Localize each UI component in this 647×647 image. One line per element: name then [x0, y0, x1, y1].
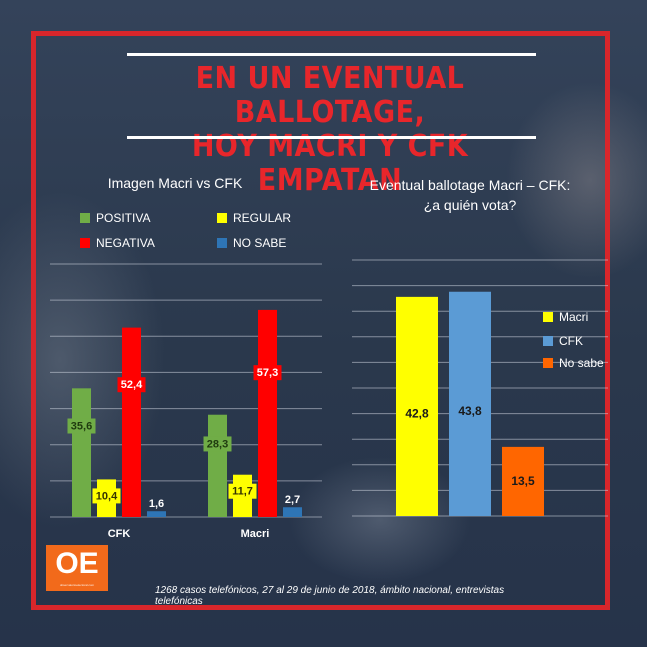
legend-no-sabe-swatch: [217, 238, 227, 248]
left-data-label-bg: [117, 377, 146, 393]
legend-negativa: NEGATIVA: [80, 236, 155, 250]
title-line-2: HOY MACRI Y CFK EMPATAN: [191, 129, 469, 198]
title-rule-top: [127, 53, 536, 56]
oe-logo: OE observatorioelectoral.com: [46, 545, 108, 591]
left-data-label-bg: [228, 483, 257, 499]
legend-positiva-label: POSITIVA: [96, 211, 151, 225]
right-bar-cfk: [449, 291, 491, 516]
left-data-label: 28,3: [207, 438, 228, 450]
left-data-label: 57,3: [257, 367, 278, 379]
left-data-label-bg: [67, 418, 96, 434]
legend-negativa-label: NEGATIVA: [96, 236, 155, 250]
legend-negativa-swatch: [80, 238, 90, 248]
logo-subtext: observatorioelectoral.com: [59, 583, 95, 587]
right-bar-macri: [396, 296, 438, 516]
left-data-label-bg: [203, 436, 232, 452]
legend-cfk-swatch: [543, 336, 553, 346]
legend-macri-swatch: [543, 312, 553, 322]
right-data-label: 43,8: [458, 404, 482, 418]
left-bar-positiva-macri: [208, 414, 227, 517]
right-chart-title-line-2: ¿a quién vota?: [423, 197, 517, 213]
right-data-label: 42,8: [405, 406, 429, 420]
legend-cfk: CFK: [543, 334, 583, 348]
title-rule-bottom: [127, 136, 536, 139]
legend-no-sabe-ballotage: No sabe: [543, 356, 604, 370]
right-chart: 42,8 43,8 13,5: [352, 259, 608, 517]
legend-no-sabe-label: NO SABE: [233, 236, 287, 250]
left-data-label: 35,6: [71, 421, 92, 433]
right-bar-no-sabe: [502, 446, 544, 516]
title-line-1: EN UN EVENTUAL BALLOTAGE,: [195, 61, 465, 130]
right-data-label: 13,5: [511, 474, 535, 488]
left-data-label: 1,6: [149, 498, 164, 510]
legend-positiva: POSITIVA: [80, 211, 150, 225]
legend-macri: Macri: [543, 310, 588, 324]
legend-positiva-swatch: [80, 213, 90, 223]
left-bar-no-sabe-macri: [283, 507, 302, 517]
red-frame: [31, 31, 610, 610]
legend-regular: REGULAR: [217, 211, 291, 225]
legend-cfk-label: CFK: [559, 334, 583, 348]
left-data-label: 2,7: [285, 494, 300, 506]
footer-note: 1268 casos telefónicos, 27 al 29 de juni…: [155, 585, 505, 607]
logo-text: OE: [55, 547, 99, 580]
left-data-label-bg: [253, 365, 282, 381]
legend-no-sabe-ballotage-label: No sabe: [559, 356, 604, 370]
legend-regular-label: REGULAR: [233, 211, 292, 225]
left-category-label: Macri: [241, 528, 270, 540]
legend-regular-swatch: [217, 213, 227, 223]
right-chart-title: Eventual ballotage Macri – CFK: ¿a quién…: [350, 175, 590, 215]
left-chart: 35,6 10,4 52,4 1,6 CFK 28,3 11,7 57,3 2,7 Macri: [50, 263, 322, 540]
left-data-label: 10,4: [96, 490, 118, 502]
left-bar-positiva-cfk: [72, 388, 91, 517]
left-data-label-bg: [92, 488, 121, 504]
legend-macri-label: Macri: [559, 310, 589, 324]
left-category-label: CFK: [108, 528, 131, 540]
left-chart-title: Imagen Macri vs CFK: [107, 175, 243, 191]
left-data-label: 52,4: [121, 379, 143, 391]
legend-no-sabe-ballotage-swatch: [543, 358, 553, 368]
left-bar-no-sabe-cfk: [147, 511, 166, 517]
left-bar-negativa-cfk: [122, 327, 141, 517]
right-chart-title-line-1: Eventual ballotage Macri – CFK:: [369, 177, 571, 193]
left-bar-negativa-macri: [258, 309, 277, 517]
left-data-label: 11,7: [232, 486, 253, 498]
page-title: EN UN EVENTUAL BALLOTAGE, HOY MACRI Y CF…: [123, 62, 537, 198]
legend-no-sabe: NO SABE: [217, 236, 286, 250]
